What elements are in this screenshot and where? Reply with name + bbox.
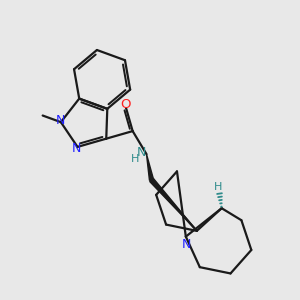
Polygon shape <box>150 178 197 231</box>
Polygon shape <box>146 154 154 180</box>
Text: N: N <box>56 114 65 128</box>
Text: H: H <box>131 154 139 164</box>
Text: N: N <box>136 146 146 159</box>
Text: N: N <box>182 238 191 250</box>
Text: O: O <box>120 98 130 111</box>
Text: N: N <box>72 142 81 155</box>
Text: H: H <box>214 182 223 192</box>
